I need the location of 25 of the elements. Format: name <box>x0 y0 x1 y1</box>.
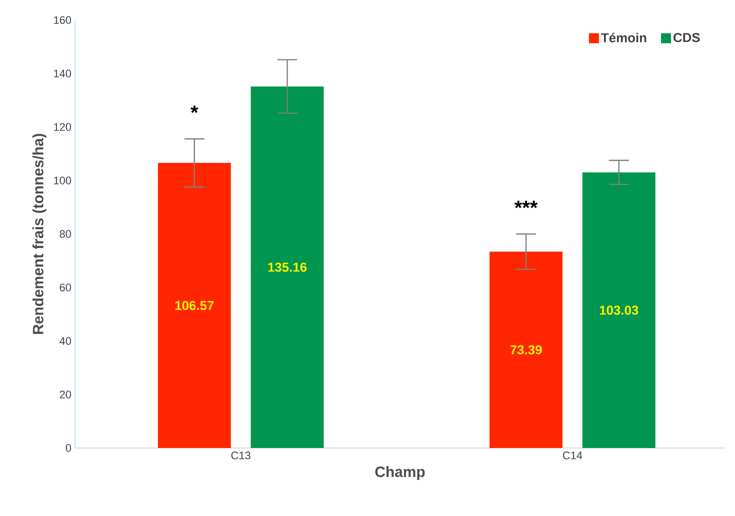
annotation: *** <box>514 200 538 208</box>
x-tick-label: C13 <box>231 452 250 460</box>
y-tick-label: 140 <box>54 70 72 78</box>
annotation: * <box>190 106 198 113</box>
y-tick-label: 80 <box>60 230 72 238</box>
y-tick-label: 120 <box>54 123 72 131</box>
y-axis-title: Rendement frais (tonnes/ha) <box>32 134 46 334</box>
data-label: 103.03 <box>600 306 638 315</box>
y-tick-label: 20 <box>60 390 72 398</box>
data-label: 135.16 <box>268 262 307 272</box>
x-axis-title: Champ <box>375 466 425 480</box>
bar <box>250 86 324 448</box>
y-tick-label: 160 <box>54 16 72 24</box>
y-tick-label: 60 <box>60 284 72 292</box>
bar <box>582 172 656 448</box>
legend-label: CDS <box>674 32 700 42</box>
y-tick-label: 40 <box>60 337 72 345</box>
x-tick-label: C14 <box>562 452 582 460</box>
y-tick-label: 100 <box>54 176 72 184</box>
data-label: 73.39 <box>510 345 542 354</box>
data-label: 106.57 <box>175 300 214 310</box>
bar <box>490 252 563 448</box>
bar <box>158 162 231 448</box>
y-tick-label: 0 <box>66 444 72 452</box>
legend-label: Témoin <box>601 32 646 42</box>
